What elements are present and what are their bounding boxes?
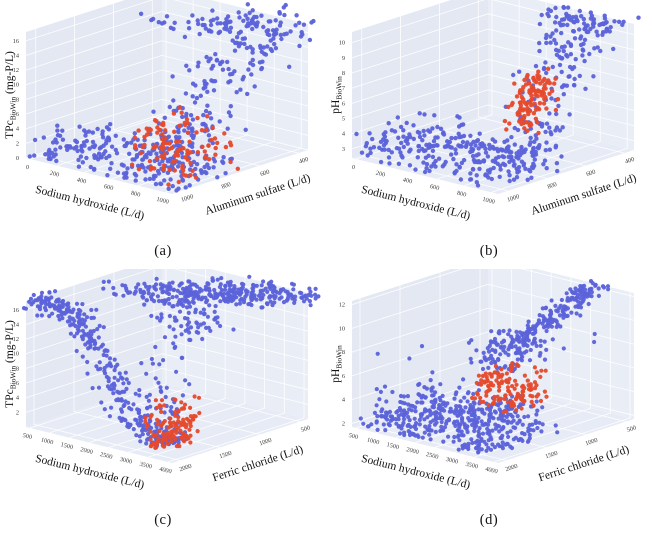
caption-d: (d) — [479, 512, 499, 528]
svg-text:6: 6 — [342, 100, 345, 107]
svg-text:3500: 3500 — [465, 461, 479, 471]
svg-text:400: 400 — [402, 176, 413, 185]
svg-text:TPcBioWin (mg-P/L): TPcBioWin (mg-P/L) — [4, 51, 18, 139]
svg-text:1500: 1500 — [60, 441, 74, 451]
svg-text:Aluminum sulfate (L/d): Aluminum sulfate (L/d) — [204, 172, 312, 217]
svg-text:4: 4 — [16, 395, 20, 402]
svg-text:800: 800 — [221, 181, 232, 191]
svg-text:2000: 2000 — [178, 463, 192, 474]
svg-text:12: 12 — [13, 67, 19, 74]
svg-text:1500: 1500 — [544, 450, 558, 461]
svg-text:14: 14 — [13, 321, 20, 328]
svg-text:2000: 2000 — [406, 446, 420, 456]
svg-text:9: 9 — [342, 55, 345, 62]
svg-text:6: 6 — [16, 111, 19, 118]
svg-text:4: 4 — [342, 397, 346, 404]
svg-text:pHBioWin: pHBioWin — [330, 345, 344, 383]
svg-text:2000: 2000 — [504, 463, 518, 474]
svg-text:3000: 3000 — [119, 456, 133, 466]
panel-b: 3 4 5 6 7 8 9 10 0 200 400 600 800 1000 1000 800 600 400 S… — [326, 0, 652, 269]
svg-text:600: 600 — [585, 168, 596, 178]
svg-text:1500: 1500 — [386, 441, 400, 451]
svg-text:1000: 1000 — [482, 196, 496, 206]
svg-text:0: 0 — [351, 164, 356, 172]
svg-text:1000: 1000 — [40, 436, 54, 446]
svg-text:3500: 3500 — [139, 461, 153, 471]
svg-text:8: 8 — [16, 96, 19, 103]
svg-text:200: 200 — [375, 170, 386, 179]
svg-text:8: 8 — [342, 349, 345, 356]
svg-text:Ferric chloride (L/d): Ferric chloride (L/d) — [537, 444, 631, 485]
svg-text:12: 12 — [339, 302, 345, 309]
svg-text:3000: 3000 — [445, 456, 459, 466]
svg-text:Aluminum sulfate (L/d): Aluminum sulfate (L/d) — [530, 172, 638, 217]
svg-text:400: 400 — [76, 176, 87, 185]
svg-text:2500: 2500 — [425, 451, 439, 461]
svg-text:4: 4 — [342, 131, 346, 138]
svg-text:2: 2 — [16, 409, 19, 416]
panel-c: 2 4 6 8 10 12 14 16 500 1000 1500 2000 2500 3000 3500 4… — [0, 269, 326, 538]
svg-text:500: 500 — [22, 432, 33, 441]
svg-text:3: 3 — [342, 146, 345, 153]
svg-text:4000: 4000 — [158, 466, 172, 476]
svg-text:2500: 2500 — [99, 451, 113, 461]
svg-text:800: 800 — [130, 190, 141, 199]
svg-text:Ferric chloride (L/d): Ferric chloride (L/d) — [211, 444, 305, 485]
svg-text:16: 16 — [13, 38, 19, 45]
svg-text:6: 6 — [16, 380, 19, 387]
svg-text:500: 500 — [300, 424, 311, 434]
svg-text:2000: 2000 — [80, 446, 94, 456]
svg-text:1000: 1000 — [584, 437, 598, 448]
panel-a: 0 2 4 6 8 10 12 14 16 0 200 400 600 800 1000 1000 800 600… — [0, 0, 326, 269]
svg-text:10: 10 — [13, 82, 19, 89]
caption-c: (c) — [154, 512, 172, 528]
svg-text:1000: 1000 — [258, 437, 272, 448]
svg-text:7: 7 — [342, 85, 345, 92]
svg-text:Sodium hydroxide (L/d): Sodium hydroxide (L/d) — [360, 184, 472, 223]
svg-text:1000: 1000 — [506, 193, 520, 204]
svg-text:0: 0 — [16, 155, 19, 162]
svg-text:5: 5 — [342, 116, 345, 123]
svg-text:10: 10 — [13, 351, 19, 358]
svg-text:12: 12 — [13, 336, 19, 343]
svg-text:500: 500 — [348, 432, 359, 441]
svg-text:6: 6 — [342, 373, 345, 380]
svg-text:1000: 1000 — [180, 193, 194, 204]
svg-text:Sodium hydroxide (L/d): Sodium hydroxide (L/d) — [34, 184, 146, 223]
svg-text:2: 2 — [16, 140, 19, 147]
caption-a: (a) — [154, 243, 172, 259]
svg-text:800: 800 — [456, 190, 467, 199]
svg-text:600: 600 — [259, 168, 270, 178]
svg-text:600: 600 — [429, 183, 440, 192]
svg-text:600: 600 — [103, 183, 114, 192]
svg-text:500: 500 — [626, 424, 637, 434]
svg-text:1000: 1000 — [366, 436, 380, 446]
svg-text:1500: 1500 — [218, 450, 232, 461]
svg-text:TPcBioWin (mg-P/L): TPcBioWin (mg-P/L) — [4, 320, 18, 408]
svg-text:200: 200 — [49, 170, 60, 179]
scatter3d-plot-a: 0 2 4 6 8 10 12 14 16 0 200 400 600 800 1000 1000 800 600… — [4, 0, 316, 223]
scatter3d-plot-d: 2 4 6 8 10 12 500 1000 1500 2000 2500 3000 3500 4000 2… — [330, 269, 637, 491]
svg-text:400: 400 — [298, 156, 309, 166]
svg-text:0: 0 — [25, 164, 30, 172]
svg-text:10: 10 — [339, 40, 345, 47]
svg-text:10: 10 — [339, 325, 345, 332]
svg-text:1000: 1000 — [156, 196, 170, 206]
svg-text:pHBioWin: pHBioWin — [330, 76, 344, 114]
scatter3d-plot-c: 2 4 6 8 10 12 14 16 500 1000 1500 2000 2500 3000 3500 4… — [4, 269, 321, 491]
svg-text:400: 400 — [624, 156, 635, 166]
svg-text:800: 800 — [547, 181, 558, 191]
svg-text:16: 16 — [13, 307, 19, 314]
svg-text:2: 2 — [342, 420, 345, 427]
caption-b: (b) — [479, 243, 499, 259]
svg-text:4000: 4000 — [484, 466, 498, 476]
svg-text:8: 8 — [342, 70, 345, 77]
panel-d: 2 4 6 8 10 12 500 1000 1500 2000 2500 3000 3500 4000 2… — [326, 269, 652, 538]
svg-text:4: 4 — [16, 126, 20, 133]
svg-text:14: 14 — [13, 52, 20, 59]
svg-text:8: 8 — [16, 365, 19, 372]
